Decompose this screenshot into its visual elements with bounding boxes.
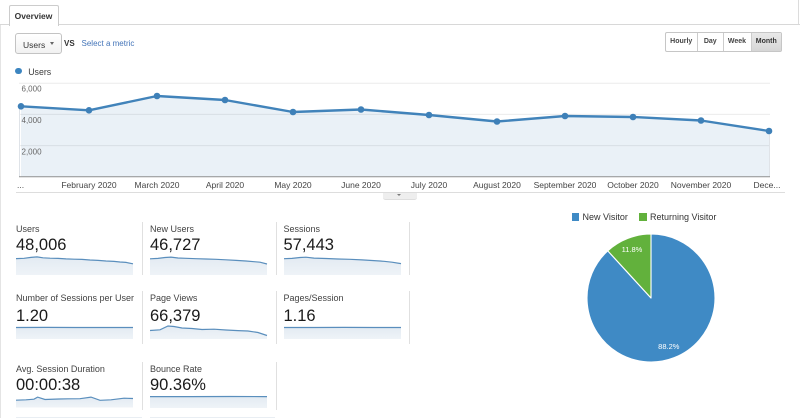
svg-text:11.8%: 11.8%	[622, 245, 643, 254]
svg-text:September 2020: September 2020	[534, 180, 597, 190]
svg-text:4,000: 4,000	[22, 116, 43, 125]
svg-text:March 2020: March 2020	[135, 180, 180, 190]
svg-text:August 2020: August 2020	[473, 180, 521, 190]
svg-text:2,000: 2,000	[22, 147, 43, 156]
svg-text:February 2020: February 2020	[61, 180, 117, 190]
svg-text:...: ...	[17, 180, 24, 190]
svg-text:July 2020: July 2020	[411, 180, 448, 190]
svg-text:April 2020: April 2020	[206, 180, 245, 190]
svg-text:June 2020: June 2020	[341, 180, 381, 190]
svg-text:Dece...: Dece...	[754, 180, 781, 190]
svg-text:88.2%: 88.2%	[658, 342, 680, 351]
svg-text:6,000: 6,000	[22, 85, 43, 94]
svg-text:May 2020: May 2020	[274, 180, 312, 190]
svg-text:November 2020: November 2020	[671, 180, 732, 190]
svg-text:October 2020: October 2020	[607, 180, 659, 190]
